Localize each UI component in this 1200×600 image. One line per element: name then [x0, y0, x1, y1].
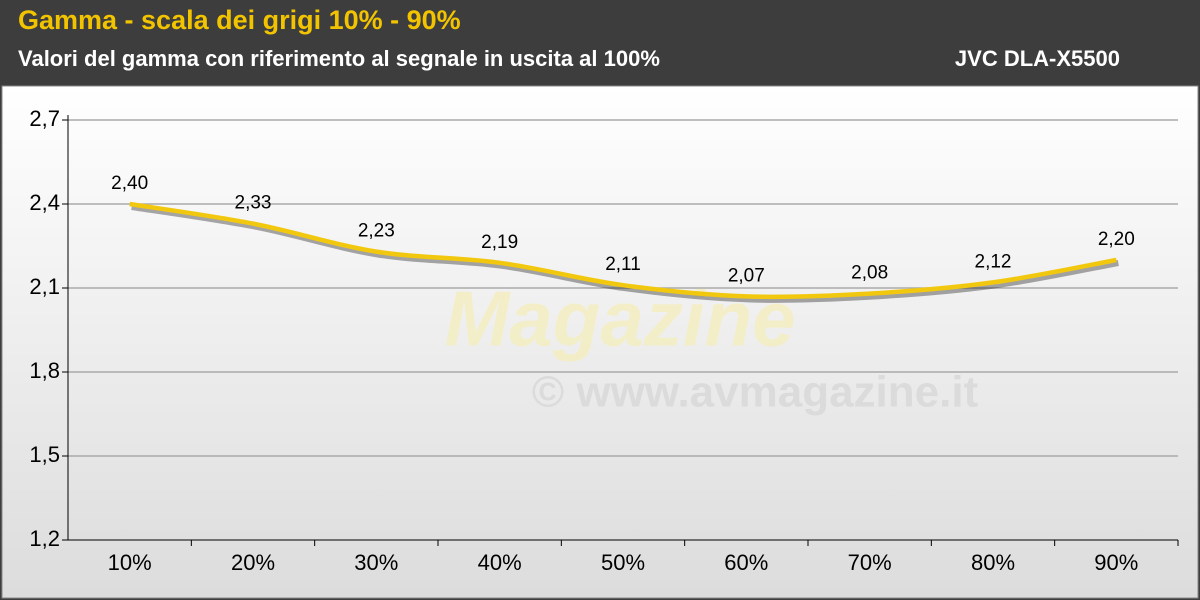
x-tick-label: 80%	[971, 550, 1015, 575]
data-label: 2,19	[481, 232, 518, 253]
x-tick-label: 10%	[108, 550, 152, 575]
y-tick-label: 1,5	[29, 442, 60, 467]
x-tick-label: 20%	[231, 550, 275, 575]
data-label: 2,07	[728, 265, 765, 286]
x-tick-label: 70%	[848, 550, 892, 575]
data-label: 2,11	[605, 254, 641, 275]
data-label: 2,40	[111, 173, 148, 194]
data-label: 2,23	[358, 221, 395, 242]
x-tick-label: 90%	[1094, 550, 1138, 575]
line	[129, 201, 1117, 300]
logo-text: Magazine	[444, 275, 795, 363]
data-label: 2,12	[975, 251, 1012, 272]
watermark: © www.avmagazine.it	[532, 368, 979, 417]
y-tick-label: 2,1	[29, 274, 60, 299]
x-tick-label: 30%	[354, 550, 398, 575]
data-label: 2,33	[235, 193, 272, 214]
x-tick-label: 50%	[601, 550, 645, 575]
chart-title: Gamma - scala dei grigi 10% - 90%	[18, 5, 461, 35]
x-tick-label: 60%	[724, 550, 768, 575]
x-tick-label: 40%	[478, 550, 522, 575]
y-tick-label: 1,8	[29, 358, 60, 383]
chart-subtitle: Valori del gamma con riferimento al segn…	[18, 46, 660, 71]
data-label: 2,08	[851, 263, 888, 284]
y-tick-label: 1,2	[29, 526, 60, 551]
model-name: JVC DLA-X5500	[955, 46, 1120, 71]
plot: 1,2 1,5 1,8 2,1 2,4 2,7 10% 20% 30% 40% 50% 60% 70% 8…	[29, 106, 1179, 575]
y-tick-label: 2,4	[29, 190, 60, 215]
chart-area	[1, 85, 1199, 599]
data-label: 2,20	[1098, 229, 1135, 250]
line-shadow	[131, 204, 1119, 303]
y-tick-label: 2,7	[29, 106, 60, 131]
